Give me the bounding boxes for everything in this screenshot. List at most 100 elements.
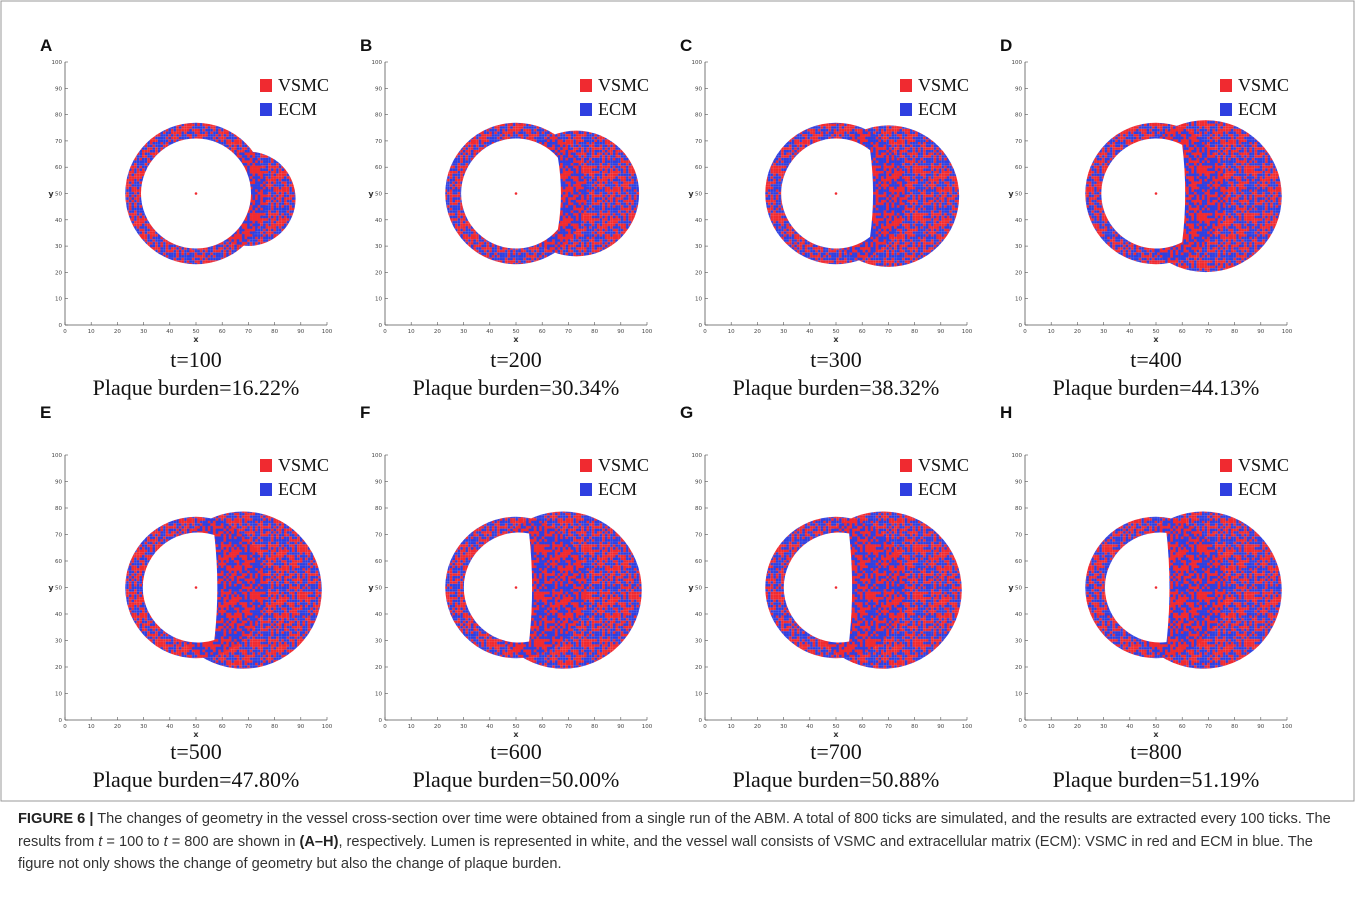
- x-tick-label: 70: [565, 329, 572, 335]
- x-tick-label: 10: [408, 724, 415, 730]
- x-tick-label: 60: [859, 329, 866, 335]
- x-tick-label: 60: [219, 329, 226, 335]
- y-tick-label: 0: [1019, 718, 1023, 724]
- lumen: [461, 138, 561, 249]
- x-tick-label: 100: [322, 329, 333, 335]
- y-axis-label: y: [1008, 190, 1014, 199]
- figure: A001010202030304040505060607070808090901…: [0, 0, 1355, 802]
- legend-label: ECM: [1238, 479, 1277, 499]
- panel-letter: C: [680, 36, 692, 55]
- x-tick-label: 60: [859, 724, 866, 730]
- x-tick-label: 50: [193, 329, 200, 335]
- y-tick-label: 0: [59, 718, 63, 724]
- y-tick-label: 20: [55, 665, 62, 671]
- y-axis-label: y: [368, 584, 374, 593]
- x-tick-label: 70: [565, 724, 572, 730]
- x-tick-label: 30: [140, 724, 147, 730]
- legend-label: VSMC: [598, 455, 649, 475]
- panel: H 00 10 10 20 20 30 30 40 40 50 50 60 60 70 70 80 80 90 90 1…: [1000, 403, 1293, 792]
- x-tick-label: 100: [1282, 724, 1293, 730]
- y-tick-label: 90: [375, 86, 382, 92]
- y-tick-label: 60: [695, 165, 702, 171]
- y-tick-label: 30: [1015, 244, 1022, 250]
- panel-letter: A: [40, 36, 52, 55]
- legend-label: VSMC: [278, 455, 329, 475]
- y-tick-label: 80: [695, 113, 702, 119]
- x-axis-label: x: [193, 730, 199, 739]
- x-tick-label: 80: [911, 724, 918, 730]
- caption-bold: (A–H): [299, 833, 339, 850]
- y-tick-label: 0: [379, 323, 383, 329]
- lumen-center: [514, 586, 518, 589]
- y-tick-label: 20: [1015, 665, 1022, 671]
- y-tick-label: 70: [55, 139, 62, 145]
- x-tick-label: 100: [962, 329, 973, 335]
- burden-label: Plaque burden=50.00%: [413, 767, 620, 792]
- x-tick-label: 0: [383, 724, 387, 730]
- legend-label: ECM: [278, 99, 317, 119]
- legend-swatch: [580, 79, 592, 92]
- x-tick-label: 80: [591, 329, 598, 335]
- panel: D 00 10 10 20 20 30 30 40 40 50 50 60 60 70 70 80 80 90 90 1…: [1000, 36, 1293, 400]
- y-tick-label: 0: [699, 718, 703, 724]
- caption-italic: t: [98, 833, 103, 850]
- y-tick-label: 50: [695, 192, 702, 198]
- x-tick-label: 90: [297, 329, 304, 335]
- legend-label: VSMC: [278, 75, 329, 95]
- y-tick-label: 80: [55, 506, 62, 512]
- y-tick-label: 50: [375, 192, 382, 198]
- y-tick-label: 80: [375, 506, 382, 512]
- y-tick-label: 0: [699, 323, 703, 329]
- lumen: [463, 532, 533, 643]
- y-tick-label: 30: [55, 639, 62, 645]
- y-tick-label: 70: [1015, 533, 1022, 539]
- y-tick-label: 0: [379, 718, 383, 724]
- y-axis-label: y: [688, 584, 694, 593]
- panel: B 00 10 10 20 20 30 30 40 40 50 50 60 60 70 70 80 80 90 90 1…: [360, 36, 653, 400]
- x-axis-label: x: [1153, 730, 1159, 739]
- y-tick-label: 100: [52, 60, 63, 66]
- y-axis-label: y: [688, 190, 694, 199]
- y-tick-label: 10: [1015, 297, 1022, 303]
- lumen-center: [834, 192, 838, 195]
- y-tick-label: 40: [55, 218, 62, 224]
- time-label: t=200: [490, 347, 542, 372]
- x-tick-label: 100: [962, 724, 973, 730]
- x-tick-label: 70: [885, 329, 892, 335]
- x-tick-label: 30: [1100, 329, 1107, 335]
- panel: A 00 10 10 20 20 30 30 40 40 50 50 60 60 70 70 80 80 90 90 1…: [40, 36, 333, 400]
- x-tick-label: 20: [754, 724, 761, 730]
- y-tick-label: 80: [1015, 506, 1022, 512]
- x-axis-label: x: [513, 335, 519, 344]
- x-tick-label: 80: [271, 724, 278, 730]
- x-tick-label: 50: [513, 329, 520, 335]
- x-tick-label: 20: [434, 329, 441, 335]
- x-tick-label: 80: [1231, 329, 1238, 335]
- y-tick-label: 20: [695, 665, 702, 671]
- legend-swatch: [900, 483, 912, 496]
- caption-italic: t: [163, 833, 168, 850]
- caption: FIGURE 6 | The changes of geometry in th…: [18, 808, 1343, 876]
- x-tick-label: 40: [1126, 724, 1133, 730]
- y-tick-label: 90: [1015, 86, 1022, 92]
- lumen: [1104, 532, 1170, 643]
- y-axis-label: y: [368, 190, 374, 199]
- y-tick-label: 90: [55, 86, 62, 92]
- x-tick-label: 30: [780, 329, 787, 335]
- y-tick-label: 50: [55, 586, 62, 592]
- y-tick-label: 70: [375, 533, 382, 539]
- y-axis-label: y: [1008, 584, 1014, 593]
- legend-swatch: [260, 459, 272, 472]
- y-tick-label: 30: [695, 639, 702, 645]
- burden-label: Plaque burden=44.13%: [1053, 375, 1260, 400]
- y-tick-label: 90: [375, 480, 382, 486]
- y-tick-label: 30: [1015, 639, 1022, 645]
- burden-label: Plaque burden=38.32%: [733, 375, 940, 400]
- panel: E 00 10 10 20 20 30 30 40 40 50 50 60 60 70 70 80 80 90 90 1…: [40, 403, 333, 792]
- y-tick-label: 60: [695, 559, 702, 565]
- y-tick-label: 80: [55, 113, 62, 119]
- legend-label: ECM: [278, 479, 317, 499]
- panel-letter: F: [360, 403, 370, 422]
- x-tick-label: 0: [703, 329, 707, 335]
